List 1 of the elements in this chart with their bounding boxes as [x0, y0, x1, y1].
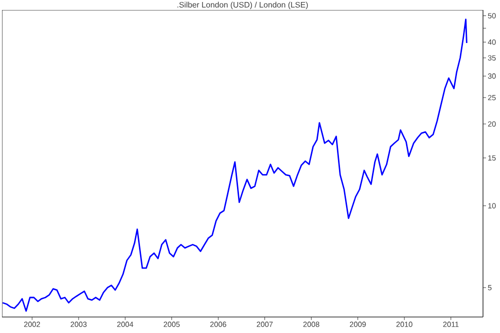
line-series — [2, 18, 468, 312]
